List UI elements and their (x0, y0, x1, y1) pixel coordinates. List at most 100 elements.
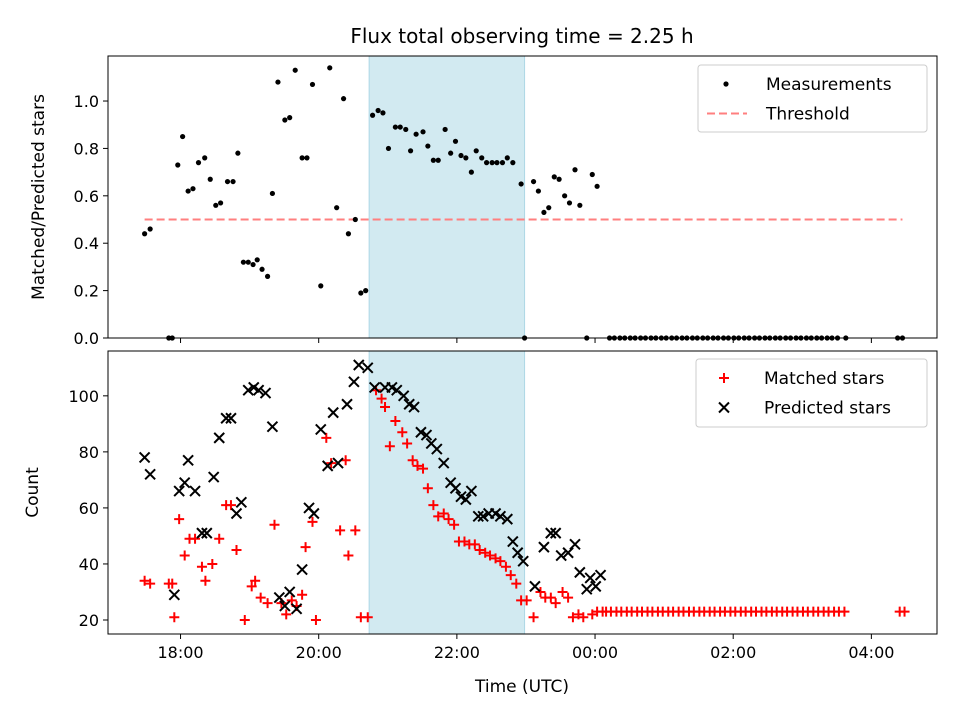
predicted-star-marker (555, 549, 567, 562)
predicted-star-marker (266, 420, 279, 433)
matched-star-marker (225, 500, 236, 511)
measurement-point (240, 259, 247, 265)
measurement-point (468, 169, 474, 175)
matched-star-marker (397, 427, 408, 438)
measurement-point (589, 171, 595, 178)
predicted-star-marker (279, 600, 291, 612)
measurement-point (304, 155, 310, 161)
predicted-star-marker (196, 527, 208, 539)
matched-star-marker (255, 592, 266, 603)
predicted-star-marker (230, 507, 243, 520)
predicted-star-marker (201, 527, 213, 539)
measurement-point (403, 126, 409, 133)
matched-star-marker (402, 438, 413, 449)
measurement-point (207, 176, 213, 182)
predicted-star-points (138, 359, 607, 615)
predicted-star-marker (549, 527, 562, 539)
measurement-point (254, 257, 260, 263)
predicted-star-marker (213, 432, 225, 444)
matched-star-marker (567, 612, 578, 623)
predicted-star-marker (296, 563, 308, 576)
x-tick-label: 22:00 (434, 643, 480, 662)
matched-star-marker (495, 556, 506, 567)
ratio-panel-frame (107, 55, 938, 339)
predicted-star-marker (511, 547, 524, 559)
predicted-star-marker (207, 471, 220, 483)
predicted-star-marker (182, 454, 194, 466)
matched-star-marker (557, 586, 568, 597)
chart-title: Flux total observing time = 2.25 h (350, 24, 693, 48)
predicted-star-marker (594, 569, 607, 581)
predicted-star-marker (584, 572, 596, 584)
measurement-point (299, 155, 305, 161)
measurement-point (259, 266, 265, 272)
y-tick-label: 20 (79, 611, 99, 630)
predicted-star-marker (465, 485, 478, 497)
predicted-star-marker (173, 485, 185, 497)
matched-star-marker (250, 575, 261, 586)
count-panel-frame (107, 350, 938, 635)
matched-star-marker (384, 441, 395, 452)
matched-star-marker (505, 570, 516, 581)
legend-marker-matched (719, 373, 729, 383)
matched-star-marker (535, 586, 546, 597)
measurement-point (142, 231, 148, 237)
measurement-point (546, 205, 552, 211)
predicted-star-marker (507, 535, 519, 548)
matched-star-marker (231, 544, 242, 555)
predicted-star-marker (178, 476, 191, 489)
matched-star-marker (167, 578, 178, 589)
measurement-point (572, 167, 578, 173)
count-panel: 20 40 60 80 100 18:00 20:00 22:00 00:00 02:00 04:… (23, 350, 938, 662)
y-tick-label: 0.4 (74, 234, 99, 253)
x-ticks-top (180, 338, 872, 343)
measurement-point (425, 143, 431, 149)
measurement-point (190, 186, 196, 192)
measurement-point (413, 131, 419, 137)
legend-label: Predicted stars (764, 399, 891, 419)
matched-star-marker (578, 612, 589, 623)
matched-star-marker (145, 578, 156, 589)
matched-star-marker (310, 614, 321, 625)
matched-star-marker (412, 460, 423, 471)
predicted-star-marker (449, 482, 462, 495)
x-tick-label: 04:00 (848, 643, 894, 662)
matched-star-marker (407, 455, 418, 466)
predicted-star-marker (315, 423, 327, 436)
measurement-point (218, 200, 224, 206)
predicted-star-marker (590, 580, 602, 593)
legend-marker-measurements (723, 81, 729, 87)
predicted-star-marker (220, 412, 232, 424)
y-tick-label: 100 (68, 387, 99, 406)
predicted-star-marker (321, 460, 334, 472)
y-tick-label: 0.8 (74, 139, 99, 158)
measurement-point (442, 126, 448, 133)
measurement-point (175, 162, 181, 168)
predicted-star-marker (574, 566, 586, 579)
matched-star-marker (174, 514, 185, 525)
predicted-star-marker (501, 513, 514, 525)
measurement-point (551, 174, 557, 180)
matched-star-marker (418, 463, 429, 474)
measurement-point (473, 148, 479, 154)
highlight-span-bottom (368, 350, 526, 635)
measurement-point (369, 112, 376, 118)
matched-star-marker (179, 550, 190, 561)
measurement-point (407, 148, 414, 154)
measurement-point (327, 65, 333, 71)
y-label-ratio: Matched/Predicted stars (29, 94, 49, 300)
matched-star-marker (281, 609, 292, 620)
measurement-point (504, 155, 510, 161)
measurement-point (318, 283, 324, 289)
measurement-point (430, 157, 436, 163)
matched-star-marker (246, 581, 257, 592)
measurement-point (245, 259, 251, 265)
highlight-span-top (368, 55, 526, 339)
measurement-point (594, 183, 600, 189)
measurement-point (479, 155, 485, 161)
matched-star-marker (376, 393, 387, 404)
measurement-point (435, 157, 441, 163)
legend-label: Measurements (766, 75, 892, 95)
matched-star-marker (390, 416, 401, 427)
